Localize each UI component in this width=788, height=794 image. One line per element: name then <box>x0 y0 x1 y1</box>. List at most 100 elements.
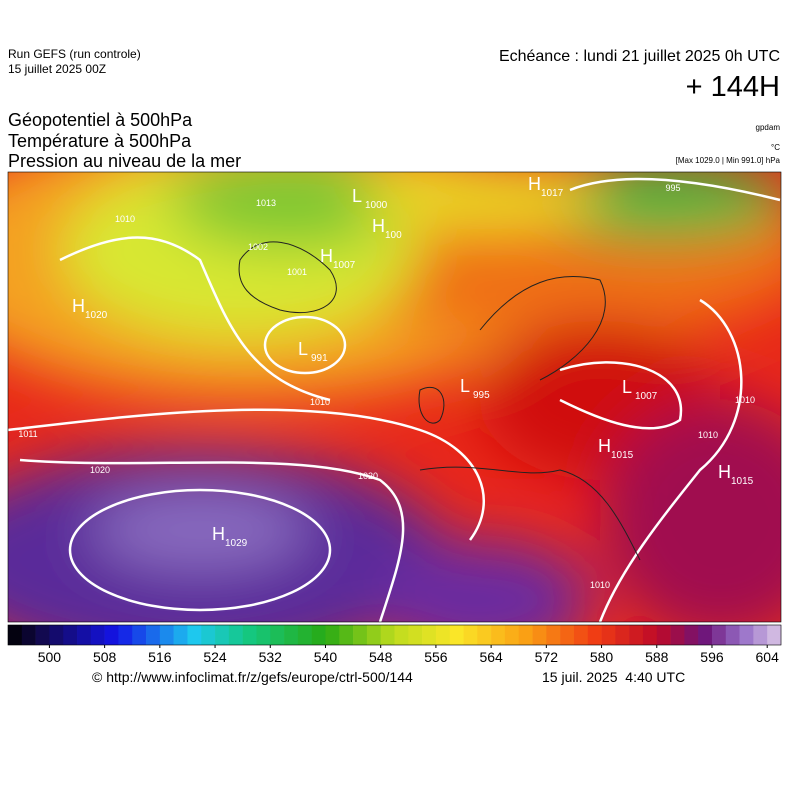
isobar-label: 1010 <box>735 395 755 405</box>
run-date: 15 juillet 2025 00Z <box>8 62 106 76</box>
colorbar-label: 580 <box>590 649 614 665</box>
colorbar-label: 564 <box>479 649 503 665</box>
isobar-label: 1011 <box>18 429 37 439</box>
colorbar-swatch <box>394 625 409 645</box>
center-letter: H <box>372 216 385 236</box>
isobar-label: 1002 <box>248 242 268 252</box>
unit: gpdam <box>756 123 781 132</box>
colorbar-swatch <box>711 625 727 645</box>
colorbar-swatch <box>242 625 257 645</box>
isobar-label: 1020 <box>358 471 378 481</box>
map <box>8 172 781 622</box>
unit: [Max 1029.0 | Min 991.0] hPa <box>676 156 781 165</box>
colorbar-swatch <box>8 625 23 645</box>
center-value: 991 <box>311 353 328 364</box>
run: Run GEFS (run controle) <box>8 47 141 61</box>
colorbar-swatch <box>63 625 78 645</box>
colorbar-swatch <box>49 625 64 645</box>
colorbar-swatch <box>408 625 423 645</box>
colorbar-swatch <box>656 625 671 645</box>
colorbar-swatch <box>132 625 147 645</box>
colorbar-label: 532 <box>259 649 283 665</box>
isobar-label: 1001 <box>287 267 307 277</box>
colorbar-swatch <box>642 625 658 645</box>
colorbar-swatch <box>228 625 243 645</box>
colorbar-swatch <box>601 625 616 645</box>
colorbar-swatch <box>518 625 533 645</box>
source: © http://www.infoclimat.fr/z/gefs/europe… <box>92 669 413 685</box>
colorbar-swatch <box>532 625 547 645</box>
colorbar-swatch <box>353 625 368 645</box>
colorbar-label: 572 <box>535 649 559 665</box>
colorbar-swatch <box>284 625 299 645</box>
isobar-label: 1013 <box>256 198 276 208</box>
colorbar-swatch <box>325 625 340 645</box>
center-value: 995 <box>473 390 490 401</box>
colorbar-swatch <box>435 625 451 645</box>
generated: 15 juil. 2025 4:40 UTC <box>542 669 685 685</box>
center-letter: H <box>718 462 731 482</box>
colorbar-swatch <box>725 625 740 645</box>
colorbar-swatch <box>684 625 699 645</box>
title: Pression au niveau de la mer <box>8 151 241 171</box>
colorbar: 500 508 516 524 532 540 548 556 564 572 580 588 596 6… <box>7 624 782 665</box>
colorbar-swatch <box>491 625 506 645</box>
isobar-label: 995 <box>665 183 680 193</box>
colorbar-swatch <box>173 625 188 645</box>
colorbar-swatch <box>201 625 216 645</box>
colorbar-swatch <box>463 625 478 645</box>
center-value: 1029 <box>225 538 248 549</box>
colorbar-swatch <box>573 625 589 645</box>
center-value: 1020 <box>85 310 108 321</box>
center-letter: H <box>320 246 333 266</box>
colorbar-swatch <box>311 625 326 645</box>
colorbar-swatch <box>118 625 133 645</box>
center-value: 1017 <box>541 188 564 199</box>
colorbar-label: 500 <box>38 649 62 665</box>
colorbar-swatch <box>297 625 312 645</box>
colorbar-swatch <box>104 625 119 645</box>
colorbar-label: 524 <box>203 649 227 665</box>
colorbar-swatch <box>587 625 602 645</box>
center-value: 1007 <box>635 391 658 402</box>
center-value: 1015 <box>731 476 754 487</box>
colorbar-swatch <box>270 625 285 645</box>
center-value: 1015 <box>611 450 634 461</box>
isobar-label: 1010 <box>310 397 330 407</box>
colorbar-swatch <box>560 625 575 645</box>
colorbar-label: 508 <box>93 649 117 665</box>
center-letter: L <box>460 376 470 396</box>
map-frame <box>7 171 782 623</box>
colorbar-label: 540 <box>314 649 338 665</box>
colorbar-swatch <box>698 625 713 645</box>
valid-time: Echéance : lundi 21 juillet 2025 0h UTC <box>499 48 780 65</box>
colorbar-label: 516 <box>148 649 172 665</box>
center-value: 100 <box>385 230 402 241</box>
colorbar-swatch <box>90 625 105 645</box>
colorbar-swatch <box>256 625 271 645</box>
title: Température à 500hPa <box>8 131 192 151</box>
unit: °C <box>771 143 780 152</box>
colorbar-label: 556 <box>424 649 448 665</box>
lead-time: + 144H <box>686 71 780 103</box>
colorbar-swatch <box>159 625 174 645</box>
isobar-label: 1010 <box>590 580 610 590</box>
colorbar-swatch <box>146 625 161 645</box>
isobar-label: 1020 <box>90 465 110 475</box>
colorbar-swatch <box>366 625 381 645</box>
colorbar-swatch <box>753 625 768 645</box>
colorbar-swatch <box>477 625 492 645</box>
center-letter: L <box>352 186 362 206</box>
colorbar-swatch <box>380 625 395 645</box>
center-value: 1000 <box>365 200 388 211</box>
colorbar-label: 588 <box>645 649 669 665</box>
colorbar-swatch <box>615 625 630 645</box>
colorbar-swatch <box>35 625 50 645</box>
center-letter: L <box>298 339 308 359</box>
center-letter: H <box>598 436 611 456</box>
colorbar-swatch <box>77 625 92 645</box>
colorbar-swatch <box>504 625 520 645</box>
colorbar-label: 596 <box>700 649 724 665</box>
colorbar-swatch <box>215 625 230 645</box>
